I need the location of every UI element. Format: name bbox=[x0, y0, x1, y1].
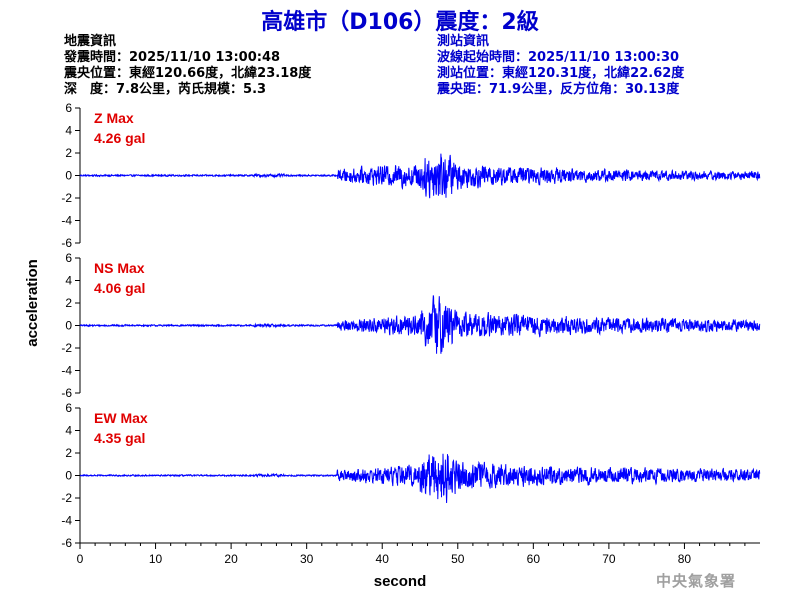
series-name-label: Z Max bbox=[94, 110, 134, 126]
x-axis: 0 10 20 30 40 50 60 70 80 bbox=[77, 542, 760, 566]
x-tick-label: 20 bbox=[224, 552, 238, 566]
page-title: 高雄市（D106）震度：2級 bbox=[261, 10, 539, 35]
series-name-label: EW Max bbox=[94, 410, 148, 426]
peak-value-label: 4.35 gal bbox=[94, 430, 145, 446]
waveform-trace bbox=[79, 153, 761, 199]
y-tick-label: 6 bbox=[65, 401, 72, 415]
x-tick-label: 0 bbox=[77, 552, 84, 566]
epicenter-location: 震央位置：東經120.66度，北緯23.18度 bbox=[64, 66, 312, 81]
y-tick-label: -2 bbox=[61, 491, 72, 505]
peak-value-label: 4.06 gal bbox=[94, 280, 145, 296]
component-panel-2: 6 4 2 0 -2 -4 -6 NS Max 4.06 gal bbox=[61, 251, 761, 400]
station-location: 測站位置：東經120.31度，北緯22.62度 bbox=[437, 66, 685, 81]
y-tick-label: -6 bbox=[61, 386, 72, 400]
x-tick-label: 70 bbox=[602, 552, 616, 566]
y-tick-label: -4 bbox=[61, 364, 72, 378]
epicentral-distance: 震央距：71.9公里，反方位角：30.13度 bbox=[437, 82, 680, 97]
peak-value-label: 4.26 gal bbox=[94, 130, 145, 146]
depth-magnitude: 深 度：7.8公里，芮氏規模：5.3 bbox=[64, 82, 267, 97]
y-tick-label: -2 bbox=[61, 191, 72, 205]
y-axis-title: acceleration bbox=[24, 259, 41, 347]
waveform-trace bbox=[79, 453, 761, 504]
x-tick-label: 30 bbox=[300, 552, 314, 566]
wave-start-time: 波線起始時間：2025/11/10 13:00:30 bbox=[437, 50, 680, 65]
x-axis-title: second bbox=[374, 573, 427, 590]
y-tick-label: -2 bbox=[61, 341, 72, 355]
origin-time: 發震時間：2025/11/10 13:00:48 bbox=[64, 50, 281, 65]
x-tick-label: 80 bbox=[678, 552, 692, 566]
y-tick-label: 2 bbox=[65, 296, 72, 310]
y-tick-label: 2 bbox=[65, 146, 72, 160]
x-tick-label: 10 bbox=[149, 552, 163, 566]
x-tick-label: 40 bbox=[376, 552, 390, 566]
quake-info-panel: 地震資訊 發震時間：2025/11/10 13:00:48 震央位置：東經120… bbox=[64, 34, 311, 98]
y-tick-label: 0 bbox=[65, 169, 72, 183]
y-tick-label: 4 bbox=[65, 124, 72, 138]
y-tick-label: 6 bbox=[65, 101, 72, 115]
y-tick-label: -4 bbox=[61, 514, 72, 528]
y-tick-label: 2 bbox=[65, 446, 72, 460]
cwa-watermark: 中央氣象署 bbox=[656, 572, 737, 590]
y-tick-label: 4 bbox=[65, 424, 72, 438]
y-tick-label: 4 bbox=[65, 274, 72, 288]
x-tick-label: 60 bbox=[527, 552, 541, 566]
y-tick-label: 0 bbox=[65, 319, 72, 333]
component-panel-3: 6 4 2 0 -2 -4 -6 EW Max 4.35 gal bbox=[61, 401, 761, 550]
x-tick-label: 50 bbox=[451, 552, 465, 566]
waveform-trace bbox=[79, 295, 761, 354]
station-info-panel: 測站資訊 波線起始時間：2025/11/10 13:00:30 測站位置：東經1… bbox=[437, 34, 684, 98]
y-tick-label: -6 bbox=[61, 236, 72, 250]
component-panel-1: 6 4 2 0 -2 -4 -6 Z Max 4.26 gal bbox=[61, 101, 761, 250]
y-tick-label: -4 bbox=[61, 214, 72, 228]
y-tick-label: -6 bbox=[61, 536, 72, 550]
y-tick-label: 0 bbox=[65, 469, 72, 483]
series-name-label: NS Max bbox=[94, 260, 145, 276]
station-info-header: 測站資訊 bbox=[437, 34, 490, 49]
y-tick-label: 6 bbox=[65, 251, 72, 265]
quake-info-header: 地震資訊 bbox=[64, 34, 117, 49]
